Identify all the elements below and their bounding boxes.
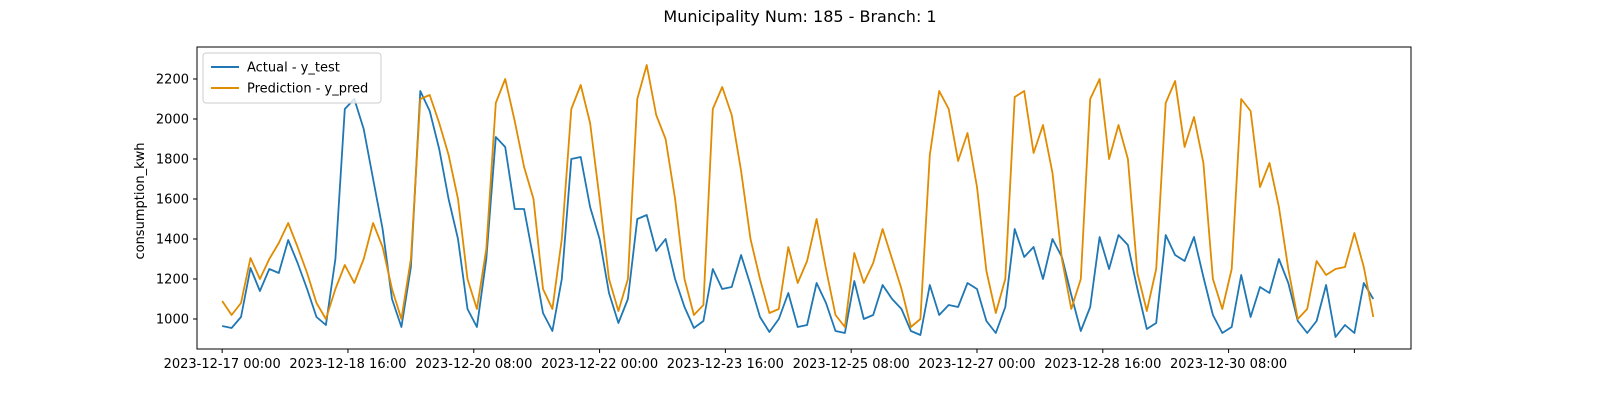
series-line-1 (221, 64, 1375, 328)
y-axis-label: consumption_kwh (133, 142, 148, 259)
x-tick-label-6: 2023-12-27 00:00 (918, 357, 1035, 372)
x-tick-label-3: 2023-12-22 00:00 (541, 357, 658, 372)
chart-title: Municipality Num: 185 - Branch: 1 (663, 7, 936, 26)
y-axis: 1000 1200 1400 1600 1800 2000 2200 (156, 73, 197, 328)
y-tick-label-2: 1400 (156, 233, 189, 248)
y-tick-label-1: 1200 (156, 273, 189, 288)
x-axis: 2023-12-17 00:00 2023-12-18 16:00 2023-12-… (164, 349, 1355, 372)
y-tick-label-0: 1000 (156, 313, 189, 328)
x-tick-label-2: 2023-12-20 08:00 (415, 357, 532, 372)
y-tick-label-3: 1600 (156, 193, 189, 208)
y-tick-label-4: 1800 (156, 153, 189, 168)
x-tick-label-1: 2023-12-18 16:00 (289, 357, 406, 372)
y-tick-label-6: 2200 (156, 73, 189, 88)
legend-label-0: Actual - y_test (247, 61, 340, 76)
legend-box (202, 52, 382, 104)
plot-frame (196, 46, 1412, 350)
series-layer (221, 64, 1375, 338)
x-tick-label-8: 2023-12-30 08:00 (1170, 357, 1287, 372)
x-tick-label-0: 2023-12-17 00:00 (164, 357, 281, 372)
x-tick-label-5: 2023-12-25 08:00 (793, 357, 910, 372)
y-tick-label-5: 2000 (156, 113, 189, 128)
legend: Actual - y_test Prediction - y_pred (202, 52, 382, 104)
x-tick-label-7: 2023-12-28 16:00 (1044, 357, 1161, 372)
legend-label-1: Prediction - y_pred (247, 82, 368, 97)
x-tick-label-4: 2023-12-23 16:00 (667, 357, 784, 372)
